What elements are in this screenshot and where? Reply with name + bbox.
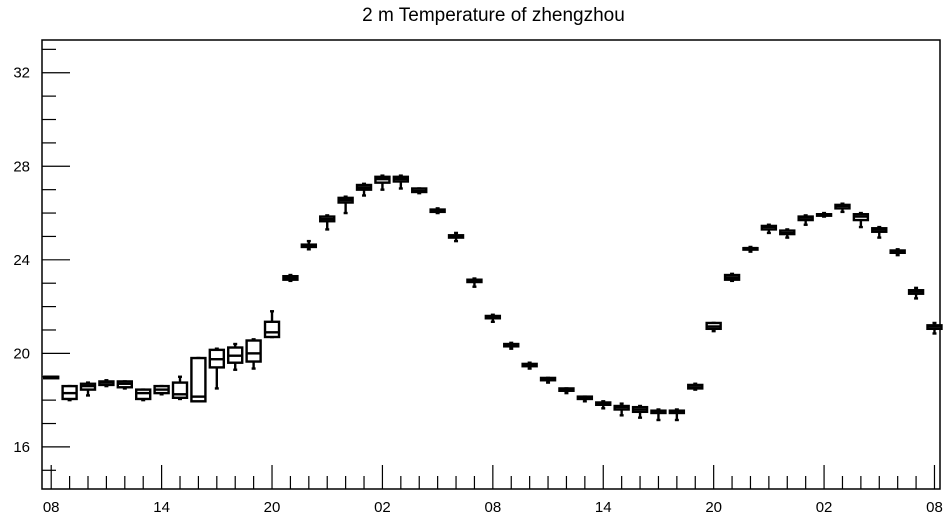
box-item <box>834 202 851 214</box>
y-tick-label: 16 <box>13 439 30 456</box>
chart-title: 2 m Temperature of zhengzhou <box>362 5 625 26</box>
x-axis: 08 14 20 02 08 14 20 02 08 <box>43 465 943 516</box>
box-item <box>521 361 538 370</box>
y-tick-label: 32 <box>13 65 30 82</box>
x-tick-label: 08 <box>484 499 501 516</box>
box-item <box>337 195 354 215</box>
box-item <box>926 321 943 335</box>
box-item <box>374 174 391 191</box>
box-item <box>705 321 722 333</box>
box-item <box>171 375 189 401</box>
y-tick-label: 28 <box>13 158 30 175</box>
box-item <box>190 356 207 403</box>
plot-frame <box>41 39 941 490</box>
x-tick-label: 14 <box>153 499 170 516</box>
box-item <box>889 248 906 257</box>
box-item <box>282 273 299 283</box>
box-body <box>190 356 207 403</box>
box-item <box>539 376 557 384</box>
box-item <box>760 223 778 235</box>
box-item <box>392 174 410 190</box>
box-item <box>466 277 483 288</box>
y-axis: 16 20 24 28 32 <box>13 48 70 471</box>
box-item <box>797 214 814 226</box>
box-item <box>871 225 888 239</box>
box-item <box>779 228 796 239</box>
box-item <box>411 187 428 195</box>
x-tick-label: 08 <box>43 499 60 516</box>
box-item <box>79 381 97 397</box>
box-item <box>723 272 741 283</box>
box-item <box>907 286 925 300</box>
box-item <box>300 239 318 251</box>
x-tick-label: 08 <box>926 499 943 516</box>
box-item <box>135 388 152 402</box>
x-tick-label: 14 <box>595 499 612 516</box>
box-item <box>429 207 446 215</box>
box-item <box>61 384 78 402</box>
box-item <box>815 211 833 218</box>
box-item <box>98 379 115 388</box>
box-item <box>650 408 667 422</box>
box-item <box>263 310 281 339</box>
box-item <box>595 400 612 410</box>
box-item <box>245 338 262 370</box>
x-tick-label: 02 <box>816 499 833 516</box>
box-item <box>355 182 373 197</box>
box-body <box>245 339 262 363</box>
box-item <box>631 404 649 419</box>
box-body <box>171 381 189 399</box>
plot-axes <box>41 39 941 490</box>
box-item <box>503 341 520 350</box>
box-item <box>668 408 686 422</box>
y-tick-label: 24 <box>13 252 30 269</box>
x-tick-label: 20 <box>264 499 281 516</box>
box-item <box>613 402 630 417</box>
box-item <box>319 214 336 231</box>
box-item <box>227 342 244 371</box>
box-item <box>852 211 870 229</box>
box-item <box>484 313 502 323</box>
box-body <box>263 320 281 339</box>
x-tick-label: 20 <box>705 499 722 516</box>
box-item <box>687 382 704 391</box>
box-series <box>43 174 943 422</box>
box-item <box>576 395 594 403</box>
y-tick-label: 20 <box>13 345 30 362</box>
box-item <box>742 245 759 253</box>
box-item <box>153 384 170 396</box>
box-item <box>208 347 226 390</box>
x-tick-label: 02 <box>374 499 391 516</box>
box-item <box>447 231 465 243</box>
box-item <box>116 380 134 390</box>
box-item <box>558 387 575 395</box>
